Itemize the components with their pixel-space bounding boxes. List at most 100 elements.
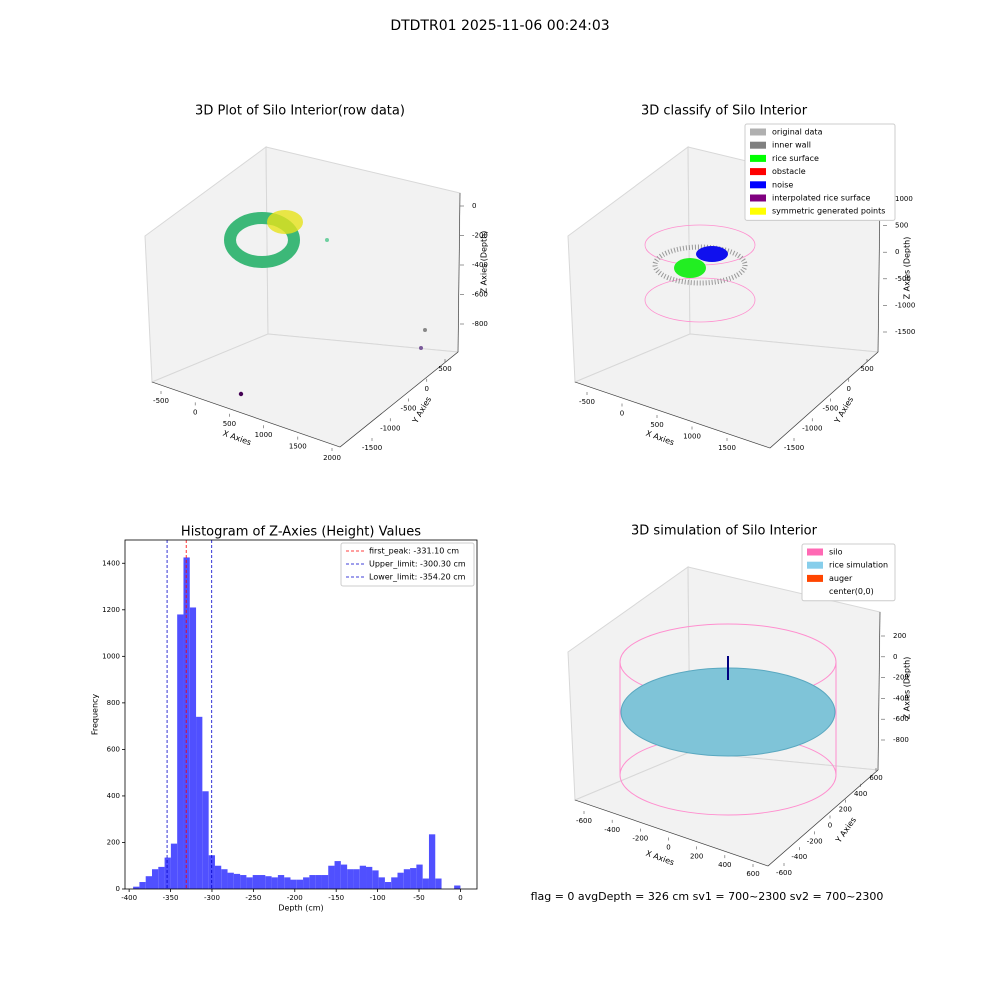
x-tick-label: 500 xyxy=(650,421,663,429)
bar xyxy=(183,557,190,889)
bar xyxy=(454,885,461,889)
y-tick-label: -600 xyxy=(776,869,792,877)
bar xyxy=(397,872,404,889)
point-cloud xyxy=(224,212,300,268)
bar xyxy=(240,875,247,889)
x-tick-label: -50 xyxy=(413,894,424,902)
bar xyxy=(196,716,203,889)
x-tick-label: -350 xyxy=(163,894,179,902)
bar xyxy=(214,865,222,889)
legend-box xyxy=(744,123,896,221)
legend-swatch xyxy=(807,574,823,582)
bar xyxy=(284,877,291,889)
figure-title: DTDTR01 2025-11-06 00:24:03 xyxy=(390,18,609,34)
x-axis-label: X Axies xyxy=(222,429,253,448)
bar xyxy=(164,857,171,889)
plot-frame xyxy=(124,539,478,890)
y-tick-label: 200 xyxy=(839,806,852,814)
x-tick-label: 0 xyxy=(620,410,624,418)
z-tick-label: -400 xyxy=(893,694,909,702)
bar xyxy=(422,878,429,889)
legend-label: rice surface xyxy=(772,154,819,163)
bar xyxy=(366,866,373,889)
y-tick-label: -1500 xyxy=(784,444,804,452)
bar xyxy=(435,878,442,889)
y-tick-label: 400 xyxy=(107,792,120,800)
x-tick-label: 0 xyxy=(458,894,462,902)
z-axis-label: Z Axies (Depth) xyxy=(480,231,489,294)
x-axis-label: X Axies xyxy=(645,429,676,448)
z-tick-label: -400 xyxy=(472,261,488,269)
z-tick-label: 1000 xyxy=(895,195,913,203)
bar xyxy=(303,877,310,889)
bar xyxy=(233,873,241,889)
z-tick-label: -200 xyxy=(472,232,488,240)
y-tick-label: -1000 xyxy=(802,424,822,432)
bar xyxy=(372,870,379,889)
bar xyxy=(189,607,197,889)
y-tick-label: -200 xyxy=(807,837,823,845)
bar xyxy=(221,869,228,889)
legend-swatch xyxy=(807,561,823,569)
legend-label: Upper_limit: -300.30 cm xyxy=(369,560,466,569)
bar xyxy=(202,791,209,889)
y-tick-label: -500 xyxy=(823,405,839,413)
y-tick-label: 400 xyxy=(854,790,867,798)
bar xyxy=(158,866,165,889)
x-tick-label: -100 xyxy=(370,894,386,902)
chart-title: 3D classify of Silo Interior xyxy=(641,104,808,119)
bar xyxy=(290,879,297,889)
y-tick-label: -500 xyxy=(401,405,417,413)
status-text: flag = 0 avgDepth = 326 cm sv1 = 700~230… xyxy=(531,890,884,903)
bar xyxy=(152,869,159,889)
point-cloud xyxy=(652,244,748,286)
z-tick-label: -200 xyxy=(893,674,909,682)
axis-line xyxy=(877,611,881,771)
x-tick-label: -500 xyxy=(153,397,169,405)
bar xyxy=(265,876,272,889)
z-tick-label: -800 xyxy=(893,736,909,744)
x-tick-label: -250 xyxy=(245,894,261,902)
bar xyxy=(170,843,178,889)
y-tick-label: 1000 xyxy=(102,652,120,660)
x-axis-label: X Axies xyxy=(645,849,676,868)
legend-box xyxy=(340,542,475,587)
z-tick-label: -1500 xyxy=(895,328,915,336)
y-tick-label: 0 xyxy=(847,385,851,393)
bar xyxy=(277,875,285,889)
bar xyxy=(416,864,423,889)
z-axis-label: Z Axies (Depth) xyxy=(903,657,912,720)
z-tick-label: -600 xyxy=(472,291,488,299)
point-cloud xyxy=(419,346,423,350)
x-tick-label: 1500 xyxy=(718,444,736,452)
x-tick-label: 2000 xyxy=(323,454,341,462)
bar xyxy=(321,875,329,889)
point-cloud xyxy=(620,667,836,757)
y-tick-label: -400 xyxy=(791,853,807,861)
bar xyxy=(227,872,234,889)
bar xyxy=(315,875,322,889)
bar xyxy=(334,861,341,889)
bar xyxy=(353,869,360,889)
axis-line xyxy=(151,381,341,448)
y-tick-label: 1400 xyxy=(102,559,120,567)
x-tick-label: 0 xyxy=(666,844,670,852)
z-tick-label: 0 xyxy=(472,202,476,210)
axis-line xyxy=(574,799,769,867)
z-tick-label: -800 xyxy=(472,320,488,328)
z-axis-label: Z Axies (Depth) xyxy=(903,237,912,300)
bar xyxy=(145,876,153,889)
legend-box xyxy=(801,543,896,602)
point-cloud xyxy=(325,238,329,242)
bar xyxy=(384,882,392,889)
y-tick-label: 500 xyxy=(438,365,451,373)
legend-label: symmetric generated points xyxy=(772,207,885,216)
point-cloud xyxy=(696,246,728,262)
z-tick-label: -600 xyxy=(893,715,909,723)
point-cloud xyxy=(423,328,427,332)
legend-label: silo xyxy=(829,548,843,557)
x-tick-label: 500 xyxy=(223,420,236,428)
bar xyxy=(347,869,354,889)
legend-label: obstacle xyxy=(772,167,806,176)
bar xyxy=(296,879,304,889)
